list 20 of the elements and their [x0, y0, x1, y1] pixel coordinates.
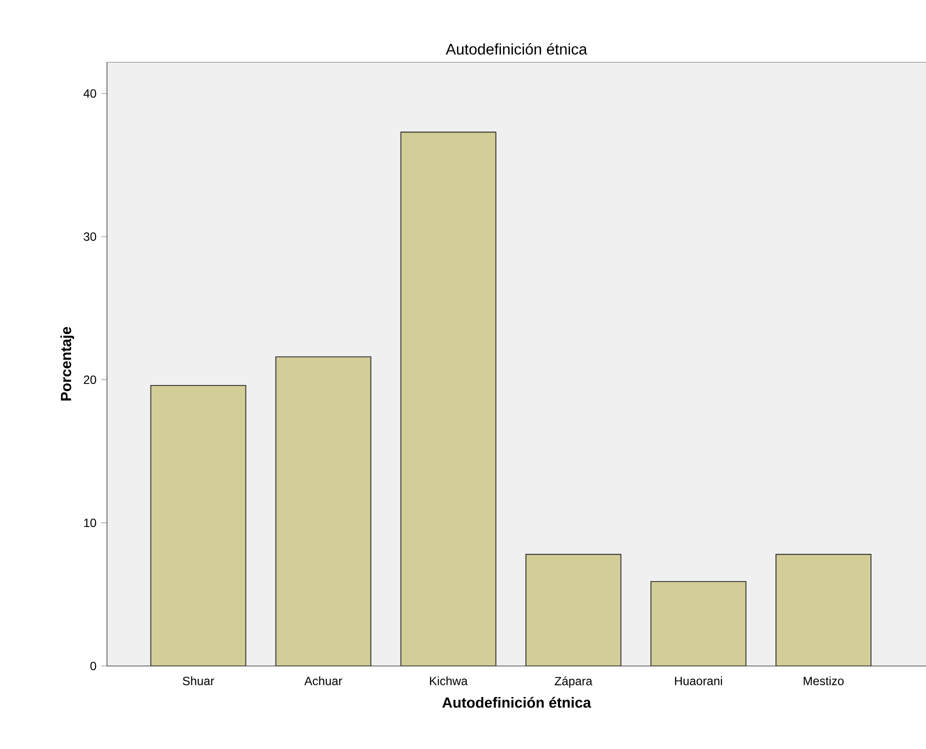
- x-tick-label: Mestizo: [804, 676, 844, 686]
- bar: [525, 554, 622, 666]
- x-tick-label: Huaorani: [675, 676, 722, 686]
- y-tick-label: 40: [84, 89, 96, 98]
- y-tick-label: 20: [84, 375, 96, 384]
- bar: [650, 581, 746, 666]
- y-axis-title: Porcentaje: [60, 327, 74, 401]
- x-tick-label: Achuar: [304, 676, 342, 686]
- chart-title: Autodefinición étnica: [446, 43, 588, 55]
- y-tick-label: 30: [84, 232, 96, 241]
- bar: [776, 554, 872, 666]
- y-tick-label: 10: [84, 518, 96, 528]
- x-tick-label: Kichwa: [430, 676, 468, 686]
- y-tick-label: 0: [90, 662, 96, 670]
- bar: [275, 356, 372, 666]
- x-tick-label: Shuar: [182, 676, 214, 686]
- bar: [150, 384, 246, 666]
- x-tick-label: Zápara: [554, 676, 592, 688]
- x-axis-title: Autodefinición étnica: [442, 696, 592, 708]
- bar: [400, 132, 496, 666]
